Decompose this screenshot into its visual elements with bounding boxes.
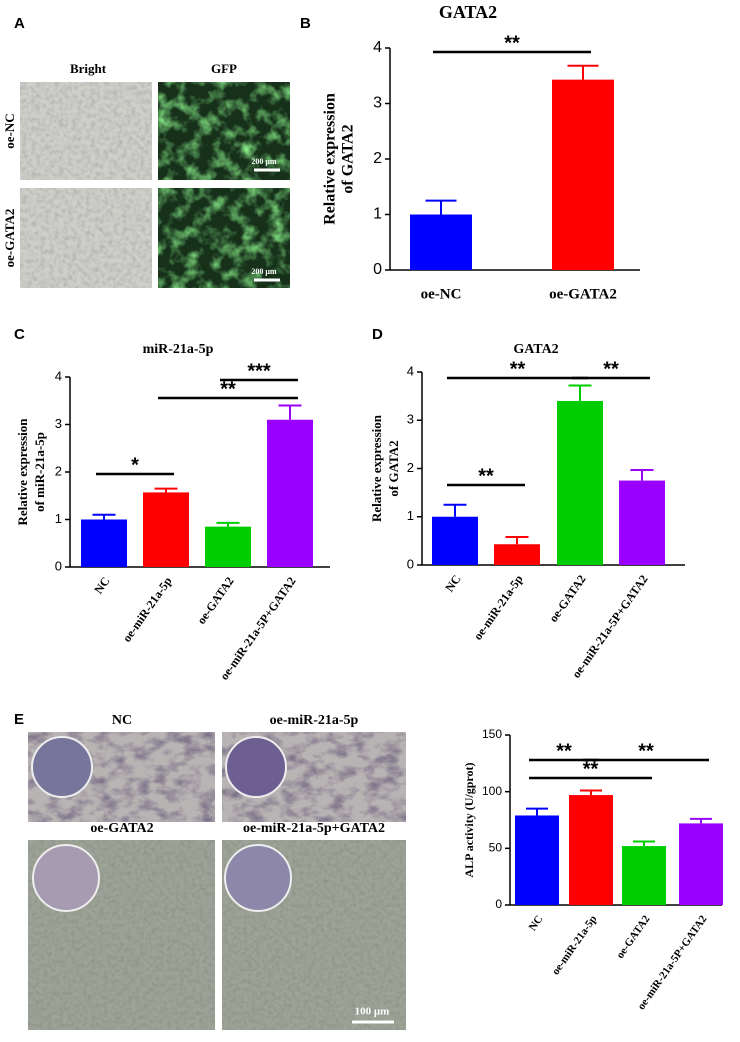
significance-label: ** xyxy=(220,378,236,400)
significance-label: ** xyxy=(638,740,654,762)
panel-letter: E xyxy=(14,711,24,728)
y-axis-label: of GATA2 xyxy=(386,440,401,496)
row-label: oe-NC xyxy=(2,113,17,148)
significance-label: ** xyxy=(504,32,520,54)
panel-letter: C xyxy=(14,326,25,343)
chart-title: GATA2 xyxy=(439,2,497,22)
significance-label: ** xyxy=(510,358,526,380)
micrograph-texture xyxy=(20,188,152,288)
y-tick-label: 100 xyxy=(482,784,502,798)
bar xyxy=(205,526,251,567)
x-tick-label: oe-miR-21a-5p xyxy=(471,572,526,643)
scale-bar-label: 200 μm xyxy=(251,157,277,166)
column-label: Bright xyxy=(70,61,107,76)
x-tick-label: NC xyxy=(442,572,463,594)
y-tick-label: 4 xyxy=(55,368,62,383)
micrograph-texture xyxy=(158,82,290,180)
bar xyxy=(569,795,613,905)
x-tick-label: NC xyxy=(527,913,546,933)
panel-e: E NC oe-miR-21a-5p oe-GATA2 oe-miR-21a-5… xyxy=(14,711,406,1030)
y-tick-label: 150 xyxy=(482,727,502,741)
image-label: oe-miR-21a-5p xyxy=(270,713,359,728)
bar xyxy=(143,492,189,567)
x-tick-label: oe-GATA2 xyxy=(549,286,617,302)
y-tick-label: 4 xyxy=(373,39,382,56)
y-tick-label: 1 xyxy=(373,206,382,223)
image-label: NC xyxy=(112,713,132,728)
chart-title: GATA2 xyxy=(513,342,558,357)
bar xyxy=(552,79,614,270)
panel-letter: D xyxy=(372,326,383,343)
micrograph-texture xyxy=(20,82,152,180)
chart-title: miR-21a-5p xyxy=(143,342,214,357)
y-tick-label: 2 xyxy=(55,463,62,478)
y-tick-label: 3 xyxy=(407,412,414,427)
dish xyxy=(225,736,287,798)
y-axis-label: Relative expression xyxy=(369,414,384,522)
y-tick-label: 0 xyxy=(55,558,62,573)
dish xyxy=(32,844,100,912)
row-label: oe-GATA2 xyxy=(2,209,17,268)
significance-label: ** xyxy=(556,740,572,762)
x-tick-label: oe-miR-21a-5p xyxy=(120,574,175,645)
bar xyxy=(267,419,313,567)
y-tick-label: 1 xyxy=(55,511,62,526)
y-axis-label: of miR-21a-5p xyxy=(32,432,47,512)
bar xyxy=(515,815,559,905)
x-tick-label: oe-GATA2 xyxy=(546,572,589,624)
y-tick-label: 4 xyxy=(407,363,414,378)
bar xyxy=(619,480,665,565)
dish xyxy=(224,844,292,912)
panel-letter: A xyxy=(14,15,25,32)
bar xyxy=(679,823,723,905)
y-tick-label: 0 xyxy=(407,556,414,571)
x-tick-label: NC xyxy=(91,574,112,596)
y-tick-label: 2 xyxy=(407,460,414,475)
bar xyxy=(622,846,666,905)
significance-label: ** xyxy=(603,358,619,380)
panel-letter: B xyxy=(300,15,311,32)
micrograph-texture xyxy=(158,188,290,288)
bar xyxy=(557,400,603,565)
bar xyxy=(494,544,540,565)
y-tick-label: 50 xyxy=(489,841,503,855)
significance-label: * xyxy=(131,454,139,476)
x-tick-label: oe-GATA2 xyxy=(194,574,237,626)
x-tick-label: oe-miR-21a-5p xyxy=(550,913,600,977)
image-label: oe-GATA2 xyxy=(90,821,153,836)
significance-label: ** xyxy=(583,758,599,780)
bar xyxy=(432,516,478,565)
y-axis-label: Relative expression xyxy=(322,93,339,225)
x-tick-label: oe-GATA2 xyxy=(614,913,653,961)
bar xyxy=(410,214,472,270)
y-tick-label: 3 xyxy=(55,416,62,431)
significance-label: ** xyxy=(478,465,494,487)
column-label: GFP xyxy=(211,61,237,76)
panel-a: A Bright GFP oe-NC oe-GATA2 200 μm 200 μ… xyxy=(2,15,290,288)
image-label: oe-miR-21a-5p+GATA2 xyxy=(243,821,385,836)
y-tick-label: 2 xyxy=(373,150,382,167)
dish xyxy=(31,736,93,798)
y-axis-label: ALP activity (U/gprot) xyxy=(462,762,476,877)
y-axis-label: of GATA2 xyxy=(340,124,357,193)
y-tick-label: 1 xyxy=(407,508,414,523)
y-tick-label: 0 xyxy=(373,261,382,278)
y-axis-label: Relative expression xyxy=(15,418,30,526)
x-tick-label: oe-NC xyxy=(421,286,462,302)
y-tick-label: 0 xyxy=(495,897,502,911)
y-tick-label: 3 xyxy=(373,95,382,112)
bar xyxy=(81,519,127,567)
scale-bar-label: 100 μm xyxy=(355,1006,390,1018)
scale-bar-label: 200 μm xyxy=(251,267,277,276)
significance-label: *** xyxy=(247,360,271,382)
